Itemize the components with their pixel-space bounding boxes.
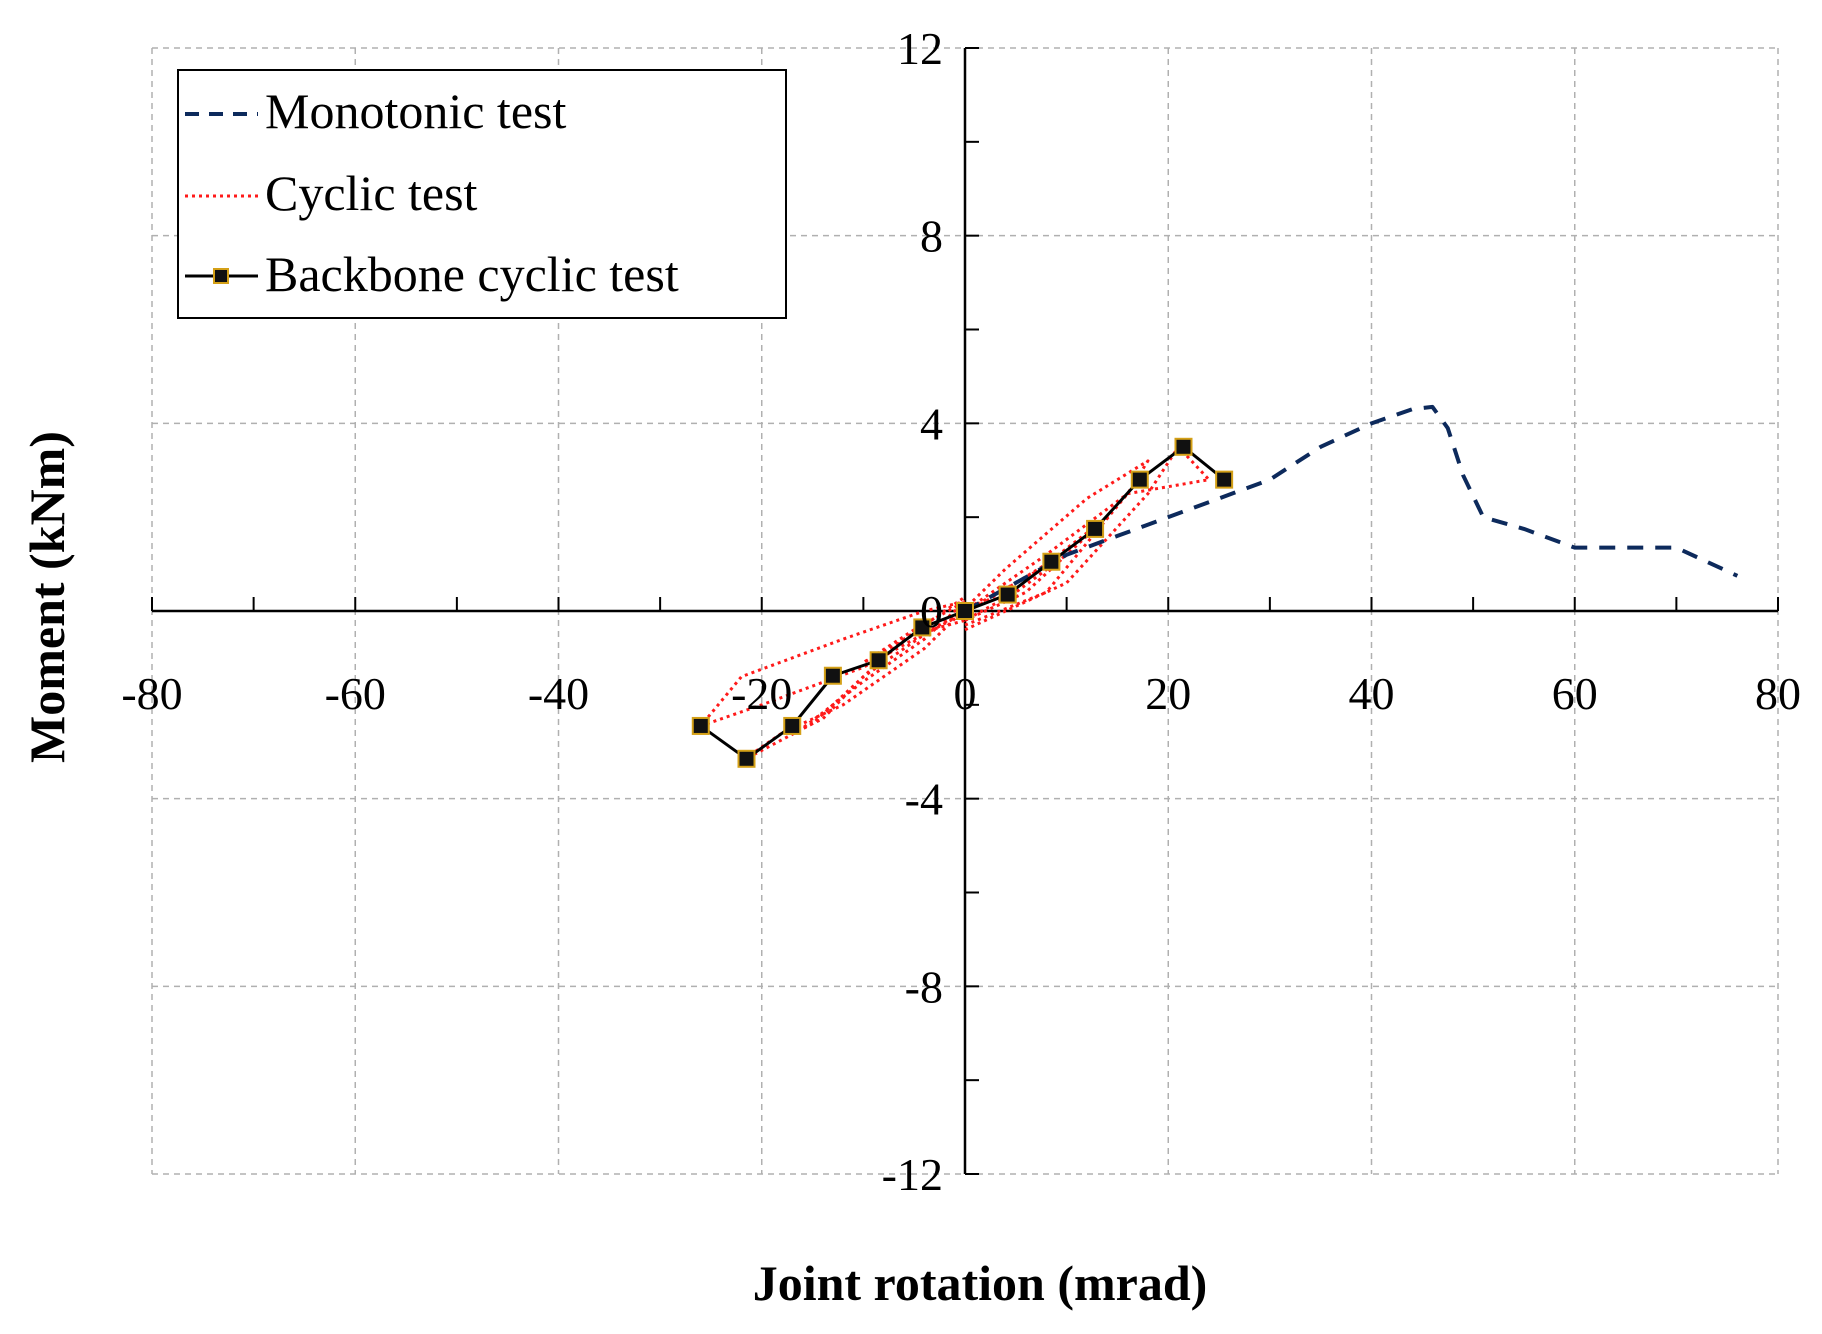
x-tick-label: 80: [1755, 668, 1801, 719]
backbone-point: [691, 716, 710, 735]
y-tick-label: -8: [905, 961, 943, 1012]
monotonic-line: [964, 404, 1739, 613]
backbone-point: [1130, 470, 1149, 489]
legend-label-backbone: Backbone cyclic test: [265, 246, 679, 302]
backbone-point: [783, 716, 802, 735]
x-tick-label: -80: [121, 668, 182, 719]
backbone-point: [1215, 470, 1234, 489]
y-axis-title: Moment (kNm): [19, 431, 75, 763]
backbone-point: [869, 651, 888, 670]
y-tick-label: -4: [905, 774, 943, 825]
y-tick-label: 8: [920, 211, 943, 262]
x-tick-label: 60: [1552, 668, 1598, 719]
legend-label-monotonic: Monotonic test: [265, 83, 566, 139]
legend: Monotonic test Cyclic test Backbone cycl…: [177, 69, 787, 319]
series-monotonic: [964, 404, 1739, 613]
legend-label-cyclic: Cyclic test: [265, 165, 478, 221]
x-tick-label: -20: [731, 668, 792, 719]
backbone-point: [737, 749, 756, 768]
legend-box: [177, 69, 787, 319]
x-tick-label: 40: [1349, 668, 1395, 719]
backbone-point: [1086, 519, 1105, 538]
x-tick-label: 0: [954, 668, 977, 719]
cyclic-loop: [861, 553, 1069, 665]
y-tick-label: -12: [882, 1149, 943, 1200]
y-tick-label: 12: [897, 23, 943, 74]
cyclic-loop: [739, 459, 1150, 763]
y-tick-label: 4: [920, 398, 943, 449]
backbone-point: [913, 618, 932, 637]
x-axis-title: Joint rotation (mrad): [753, 1255, 1208, 1311]
backbone-point: [1174, 437, 1193, 456]
x-tick-label: -60: [325, 668, 386, 719]
legend-marker-backbone: [213, 268, 229, 284]
backbone-point: [823, 666, 842, 685]
y-tick-label: 0: [920, 586, 943, 637]
backbone-point: [998, 585, 1017, 604]
backbone-point: [1042, 552, 1061, 571]
x-tick-label: 20: [1145, 668, 1191, 719]
series-backbone: [691, 437, 1234, 768]
backbone-point: [956, 602, 974, 620]
x-tick-label: -40: [528, 668, 589, 719]
